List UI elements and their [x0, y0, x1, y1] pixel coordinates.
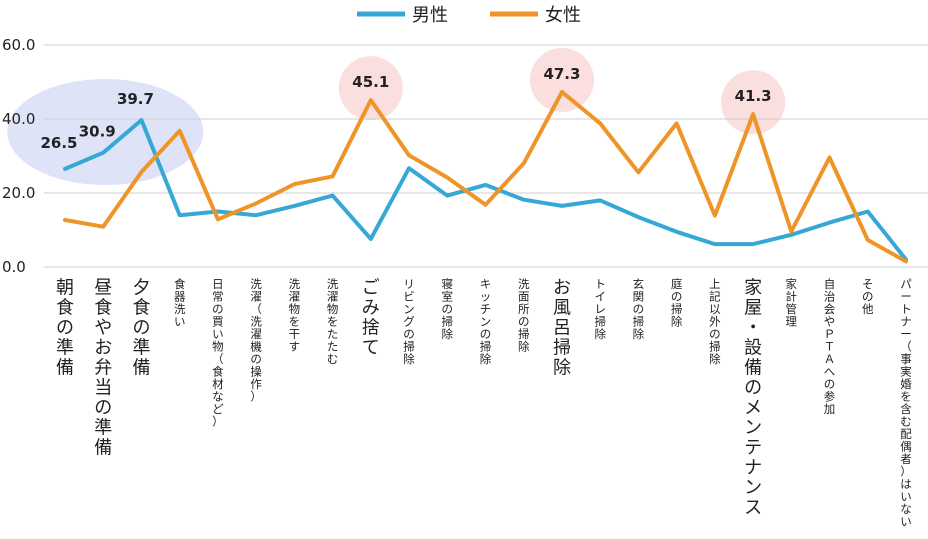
category-label-15: 玄関の掃除 — [633, 277, 645, 341]
category-label-7: 洗濯物をたたむ — [327, 277, 339, 366]
highlight-circle-8 — [338, 56, 403, 121]
category-label-18: 家屋・設備のメンテナンス — [744, 277, 762, 518]
y-tick-label: 20.0 — [2, 184, 35, 202]
category-label-5: 洗濯（洗濯機の操作） — [250, 277, 262, 404]
category-label-11: キッチンの掃除 — [480, 277, 492, 366]
data-label: 47.3 — [543, 65, 580, 83]
data-label: 26.5 — [40, 134, 77, 152]
legend-label-female: 女性 — [545, 5, 581, 26]
y-axis: 0.0 20.0 40.0 60.0 — [2, 36, 35, 276]
category-label-2: 夕食の準備 — [133, 277, 151, 378]
category-label-6: 洗濯物を干す — [289, 277, 301, 354]
legend: 男性 女性 — [357, 5, 581, 26]
category-label-20: 自治会やＰＴＡへの参加 — [824, 277, 836, 416]
category-label-1: 昼食やお弁当の準備 — [94, 277, 112, 458]
legend-label-male: 男性 — [412, 5, 448, 26]
category-label-12: 洗面所の掃除 — [518, 277, 530, 354]
category-label-3: 食器洗い — [174, 277, 186, 329]
category-label-17: 上記以外の掃除 — [709, 277, 721, 366]
highlight-circle-18 — [721, 70, 786, 135]
category-label-13: お風呂掃除 — [553, 277, 571, 378]
y-tick-label: 60.0 — [2, 36, 35, 54]
series-line-male — [63, 118, 908, 262]
y-tick-label: 0.0 — [2, 258, 26, 276]
series-line-female — [63, 90, 908, 264]
highlight-circle-13 — [529, 47, 594, 112]
data-label: 30.9 — [79, 123, 116, 141]
category-label-10: 寝室の掃除 — [442, 277, 454, 341]
category-label-14: トイレ掃除 — [594, 277, 606, 341]
category-label-0: 朝食の準備 — [56, 277, 74, 378]
category-label-8: ごみ捨て — [362, 277, 380, 358]
category-label-19: 家計管理 — [786, 277, 798, 329]
category-label-9: リビングの掃除 — [403, 277, 415, 366]
category-label-16: 庭の掃除 — [671, 277, 683, 329]
y-tick-label: 40.0 — [2, 110, 35, 128]
series-lines — [63, 90, 908, 264]
category-label-21: その他 — [862, 277, 874, 316]
data-label: 39.7 — [117, 90, 154, 108]
data-label: 45.1 — [352, 73, 389, 91]
category-label-4: 日常の買い物（食材など） — [212, 277, 224, 429]
x-axis-labels: 朝食の準備 昼食やお弁当の準備 夕食の準備 食器洗い 日常の買い物（食材など） 洗濯（洗濯… — [56, 277, 912, 529]
data-label: 41.3 — [735, 87, 772, 105]
category-label-22: パートナー（事実婚を含む配偶者）はいない — [900, 277, 912, 529]
data-labels: 26.530.939.7 45.1 47.3 41.3 — [40, 65, 771, 152]
highlight-layer — [7, 47, 786, 185]
